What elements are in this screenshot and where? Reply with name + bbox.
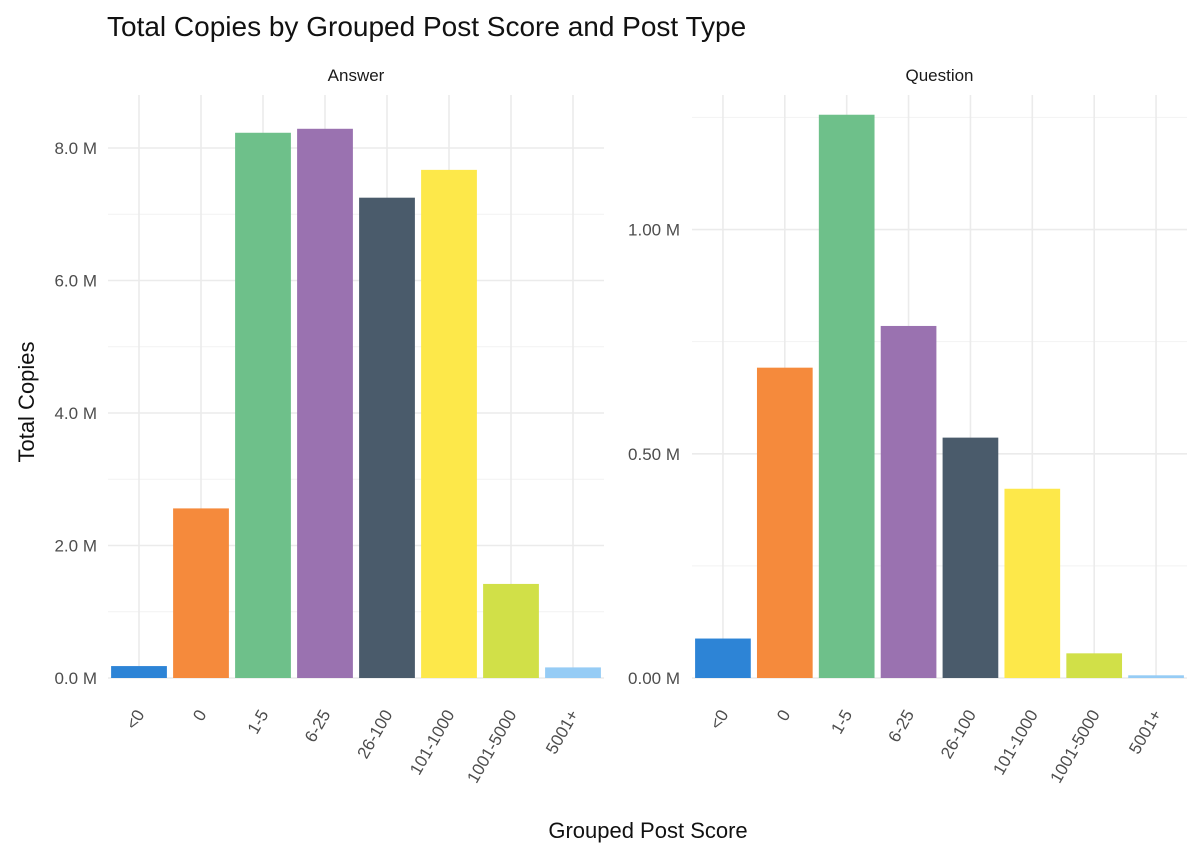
x-tick-label: 6-25 — [301, 707, 334, 746]
x-tick-label: 101-1000 — [406, 707, 458, 779]
x-tick-label: 5001+ — [542, 706, 582, 757]
y-tick-label: 8.0 M — [54, 139, 97, 158]
y-tick-label: 6.0 M — [54, 272, 97, 291]
y-tick-label: 1.00 M — [628, 221, 680, 240]
panel-answer-x-ticks: <0 0 1-5 6-25 26-100 101-1000 1001-5000 5001+ — [122, 706, 582, 786]
x-tick-label: 1-5 — [244, 707, 273, 738]
x-tick-label: 6-25 — [885, 707, 918, 746]
bar-question-2 — [818, 114, 875, 679]
y-tick-label: 0.00 M — [628, 669, 680, 688]
bar-answer-6 — [483, 583, 539, 678]
panel-answer: Answer 0.0 M 2.0 M 4.0 M 6.0 M 8.0 M <0 0 1-5 6… — [54, 66, 604, 786]
bar-answer-4 — [359, 197, 415, 678]
bar-answer-0 — [111, 666, 167, 678]
panel-question-x-ticks: <0 0 1-5 6-25 26-100 101-1000 1001-5000 5001+ — [706, 706, 1165, 786]
panel-question-y-ticks: 0.00 M 0.50 M 1.00 M — [628, 221, 680, 688]
panel-question-strip-label: Question — [905, 66, 973, 85]
x-tick-label: <0 — [122, 707, 148, 733]
x-tick-label: 0 — [189, 707, 210, 725]
bar-question-7 — [1128, 675, 1184, 678]
y-tick-label: 2.0 M — [54, 537, 97, 556]
panel-answer-y-ticks: 0.0 M 2.0 M 4.0 M 6.0 M 8.0 M — [54, 139, 97, 688]
panel-answer-bars — [111, 128, 601, 679]
bar-answer-7 — [545, 667, 601, 678]
bar-answer-3 — [297, 128, 353, 679]
bar-question-1 — [756, 367, 813, 678]
x-tick-label: 101-1000 — [989, 707, 1041, 779]
bar-question-4 — [942, 437, 999, 678]
x-tick-label: 0 — [773, 707, 794, 725]
x-tick-label: 26-100 — [354, 707, 397, 762]
x-tick-label: 1-5 — [827, 707, 856, 738]
panel-question: Question 0.00 M 0.50 M 1.00 M <0 0 1-5 6-25 26… — [628, 66, 1187, 786]
chart-title: Total Copies by Grouped Post Score and P… — [107, 11, 746, 42]
x-tick-label: 1001-5000 — [1047, 707, 1104, 787]
panel-answer-strip-label: Answer — [328, 66, 385, 85]
bar-answer-1 — [173, 508, 229, 678]
x-tick-label: 5001+ — [1125, 706, 1165, 757]
x-tick-label: <0 — [706, 707, 732, 733]
y-tick-label: 0.50 M — [628, 445, 680, 464]
y-tick-label: 4.0 M — [54, 404, 97, 423]
x-axis-title: Grouped Post Score — [548, 818, 747, 843]
panel-question-bars — [695, 114, 1184, 679]
bar-question-6 — [1066, 653, 1123, 678]
bar-answer-5 — [421, 169, 477, 679]
x-tick-label: 1001-5000 — [463, 707, 520, 787]
bar-question-0 — [695, 638, 751, 678]
y-axis-title: Total Copies — [14, 341, 39, 462]
bar-question-3 — [880, 325, 937, 678]
y-tick-label: 0.0 M — [54, 669, 97, 688]
bar-question-5 — [1004, 488, 1061, 678]
bar-answer-2 — [235, 132, 291, 678]
x-tick-label: 26-100 — [937, 707, 980, 762]
